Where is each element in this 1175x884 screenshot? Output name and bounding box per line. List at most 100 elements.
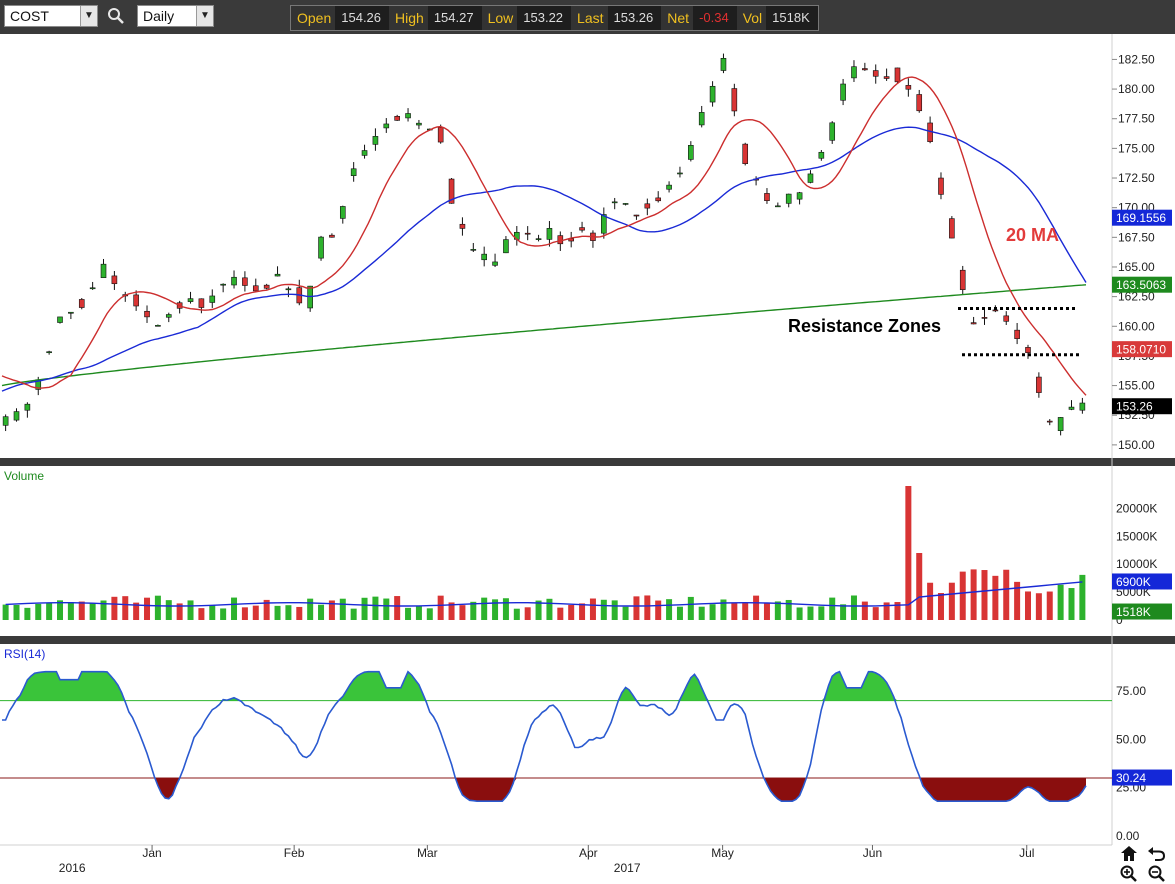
candle[interactable] bbox=[872, 70, 879, 77]
candle[interactable] bbox=[372, 136, 379, 145]
candle[interactable] bbox=[503, 239, 509, 254]
candle[interactable] bbox=[698, 112, 705, 126]
candle[interactable] bbox=[68, 311, 74, 314]
candle[interactable] bbox=[905, 85, 912, 90]
candle[interactable] bbox=[981, 317, 988, 319]
candle[interactable] bbox=[524, 232, 531, 235]
candle[interactable] bbox=[57, 316, 63, 323]
candle[interactable] bbox=[970, 322, 977, 325]
candle[interactable] bbox=[198, 298, 205, 308]
candle[interactable] bbox=[666, 184, 672, 190]
candle[interactable] bbox=[1046, 420, 1053, 423]
candle[interactable] bbox=[764, 193, 770, 201]
candle[interactable] bbox=[318, 236, 324, 259]
candle[interactable] bbox=[894, 67, 901, 83]
interval-select[interactable]: Daily ▼ bbox=[137, 5, 214, 27]
candle[interactable] bbox=[677, 172, 683, 175]
candle[interactable] bbox=[209, 295, 216, 303]
home-icon[interactable] bbox=[1118, 843, 1140, 863]
candle[interactable] bbox=[437, 127, 444, 143]
candle[interactable] bbox=[329, 234, 335, 238]
candle[interactable] bbox=[165, 314, 172, 318]
candle[interactable] bbox=[785, 193, 792, 204]
chevron-down-icon[interactable]: ▼ bbox=[196, 6, 213, 26]
candle[interactable] bbox=[1036, 376, 1042, 393]
candle[interactable] bbox=[394, 115, 400, 121]
candle[interactable] bbox=[579, 227, 585, 231]
candle[interactable] bbox=[535, 238, 542, 240]
candle[interactable] bbox=[274, 273, 281, 277]
pane-divider[interactable] bbox=[0, 458, 1175, 466]
candle[interactable] bbox=[1025, 347, 1031, 353]
candle[interactable] bbox=[775, 205, 781, 208]
candle[interactable] bbox=[144, 310, 150, 318]
candle[interactable] bbox=[1057, 417, 1064, 431]
candle[interactable] bbox=[448, 178, 455, 204]
candle[interactable] bbox=[285, 288, 292, 291]
candle[interactable] bbox=[492, 261, 498, 266]
candle[interactable] bbox=[807, 173, 814, 183]
candle[interactable] bbox=[111, 275, 118, 285]
candle[interactable] bbox=[263, 284, 270, 289]
candle[interactable] bbox=[416, 122, 422, 126]
candle[interactable] bbox=[1068, 406, 1075, 410]
candle[interactable] bbox=[851, 66, 857, 79]
candle[interactable] bbox=[339, 206, 346, 219]
candle[interactable] bbox=[709, 85, 716, 103]
candle[interactable] bbox=[383, 123, 390, 129]
candle[interactable] bbox=[242, 277, 248, 286]
candle[interactable] bbox=[24, 403, 31, 411]
candle[interactable] bbox=[916, 94, 923, 112]
candle[interactable] bbox=[938, 177, 944, 195]
chevron-down-icon[interactable]: ▼ bbox=[80, 6, 97, 26]
candle[interactable] bbox=[796, 192, 803, 200]
candle[interactable] bbox=[622, 203, 629, 205]
candle[interactable] bbox=[720, 57, 727, 71]
candle[interactable] bbox=[1003, 315, 1010, 322]
candle[interactable] bbox=[133, 294, 139, 307]
candle[interactable] bbox=[405, 113, 411, 119]
candle[interactable] bbox=[959, 269, 966, 290]
candle[interactable] bbox=[252, 285, 259, 292]
candle[interactable] bbox=[818, 151, 825, 159]
candle[interactable] bbox=[2, 416, 9, 426]
candle[interactable] bbox=[949, 218, 955, 239]
candle[interactable] bbox=[13, 411, 20, 421]
candle[interactable] bbox=[78, 299, 85, 308]
candle[interactable] bbox=[992, 309, 999, 312]
candle[interactable] bbox=[557, 235, 564, 245]
search-icon[interactable] bbox=[107, 7, 125, 25]
zoom-in-icon[interactable] bbox=[1118, 864, 1140, 884]
candle[interactable] bbox=[829, 122, 836, 141]
pane-divider[interactable] bbox=[0, 636, 1175, 644]
candle[interactable] bbox=[459, 223, 466, 229]
candle[interactable] bbox=[187, 298, 194, 302]
candle[interactable] bbox=[883, 76, 890, 79]
candle[interactable] bbox=[688, 144, 694, 160]
candle[interactable] bbox=[1014, 329, 1020, 339]
candle[interactable] bbox=[361, 150, 368, 156]
candle[interactable] bbox=[470, 249, 477, 251]
zoom-out-icon[interactable] bbox=[1146, 864, 1168, 884]
candle[interactable] bbox=[644, 203, 651, 209]
candle[interactable] bbox=[742, 143, 749, 164]
candle[interactable] bbox=[155, 325, 161, 327]
candle[interactable] bbox=[220, 283, 226, 286]
candle[interactable] bbox=[546, 228, 553, 240]
undo-icon[interactable] bbox=[1146, 843, 1168, 863]
candle[interactable] bbox=[481, 253, 487, 261]
candle[interactable] bbox=[231, 276, 237, 286]
candle[interactable] bbox=[731, 88, 738, 112]
candle[interactable] bbox=[46, 351, 52, 354]
candle[interactable] bbox=[840, 83, 846, 101]
candle[interactable] bbox=[611, 201, 618, 204]
candle[interactable] bbox=[633, 214, 640, 217]
candle[interactable] bbox=[350, 168, 357, 176]
candle[interactable] bbox=[1079, 402, 1086, 411]
candle[interactable] bbox=[100, 263, 107, 279]
candle[interactable] bbox=[601, 214, 607, 234]
candle[interactable] bbox=[89, 287, 96, 290]
candle[interactable] bbox=[862, 68, 868, 71]
symbol-field[interactable]: COST ▼ bbox=[4, 5, 98, 27]
